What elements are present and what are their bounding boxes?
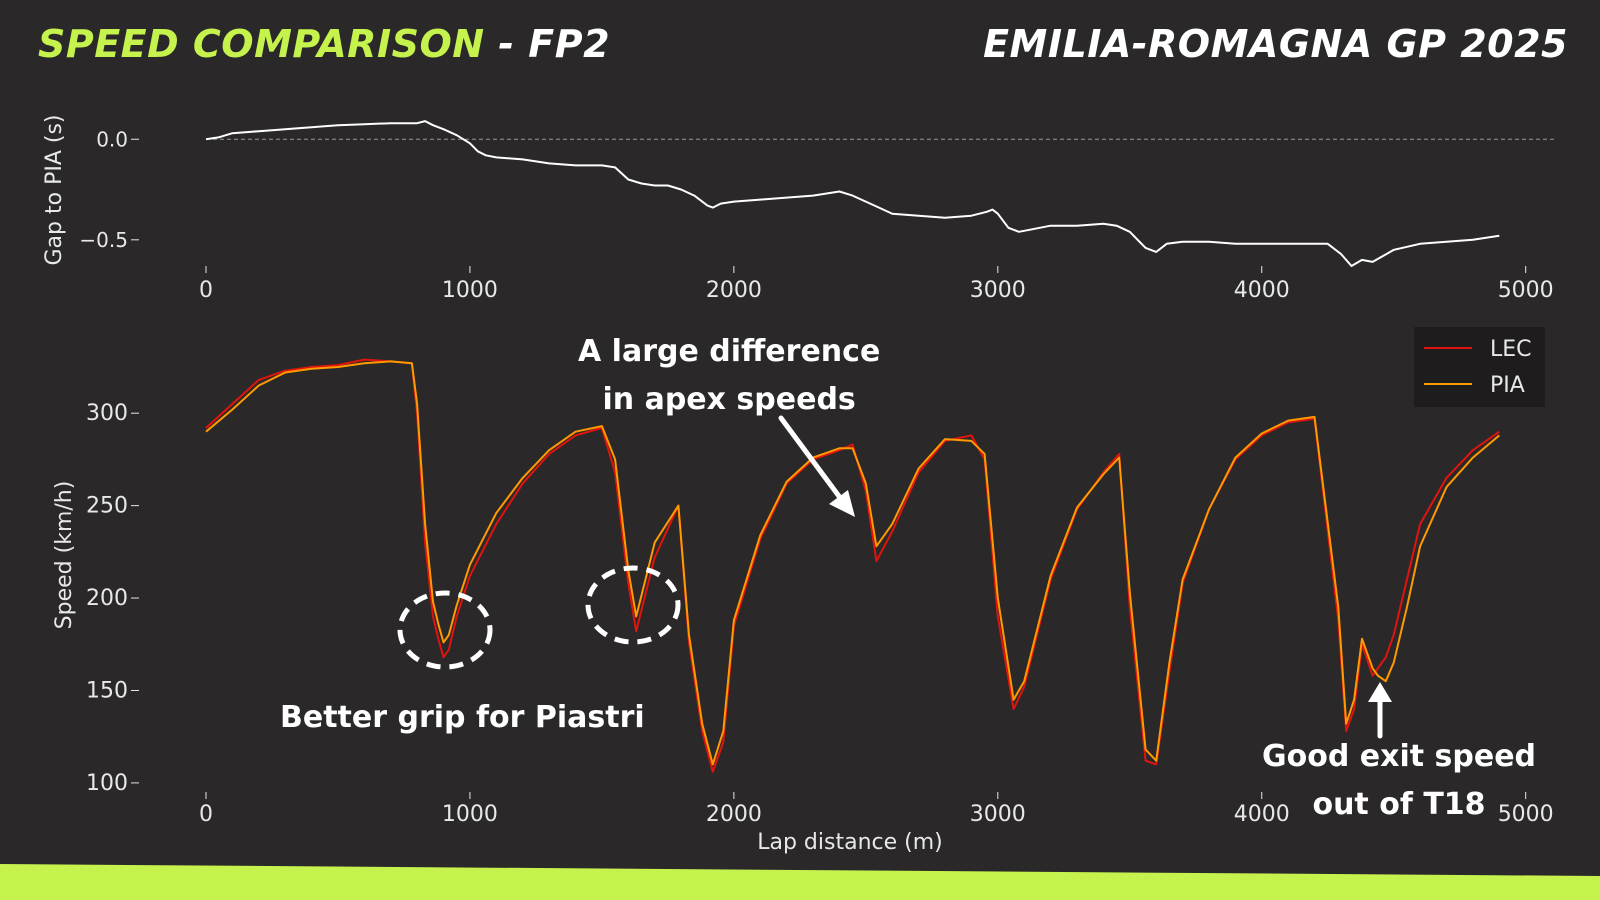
apex-arrow-shaft xyxy=(778,415,847,506)
legend-box xyxy=(1414,327,1545,407)
chart-title: SPEED COMPARISON - FP2 xyxy=(38,22,610,66)
speed-xtick-label: 5000 xyxy=(1498,802,1554,827)
gap-xtick-label: 1000 xyxy=(442,278,498,303)
speed-ytick-label: 150 xyxy=(86,678,128,703)
series-line-pia xyxy=(205,360,1500,766)
gap-xtick-label: 3000 xyxy=(970,278,1026,303)
dashed-circle-2 xyxy=(585,565,681,645)
speed-xtick-label: 4000 xyxy=(1234,802,1290,827)
speed-ytick-label: 100 xyxy=(86,771,128,796)
annotation-exit-line1: Good exit speed xyxy=(1262,739,1537,774)
speed-xlabel: Lap distance (m) xyxy=(757,830,943,855)
event-title: EMILIA-ROMAGNA GP 2025 xyxy=(983,22,1568,66)
speed-xtick-label: 2000 xyxy=(706,802,762,827)
speed-ytick-label: 200 xyxy=(86,586,128,611)
speed-ytick-label: 250 xyxy=(86,494,128,519)
gap-plot: 0.0 −0.5 0 1000 2000 3000 4000 5000 Gap to PIA (… xyxy=(42,115,1556,303)
title-accent: SPEED COMPARISON xyxy=(38,22,485,66)
gap-ytick-label: −0.5 xyxy=(79,228,128,252)
speed-xtick-label: 0 xyxy=(199,802,213,827)
speed-xtick-label: 1000 xyxy=(442,802,498,827)
title-session: - FP2 xyxy=(484,22,611,66)
gap-xtick-label: 4000 xyxy=(1234,278,1290,303)
gap-xtick-label: 5000 xyxy=(1498,278,1554,303)
accent-strip xyxy=(0,864,1600,900)
annotation-grip: Better grip for Piastri xyxy=(280,694,645,742)
legend-label-pia: PIA xyxy=(1490,373,1525,398)
annotation-exit-line2: out of T18 xyxy=(1312,787,1486,822)
gap-xtick-label: 0 xyxy=(199,278,213,303)
annotation-grip-text: Better grip for Piastri xyxy=(280,700,645,735)
apex-arrow-head xyxy=(829,490,855,517)
gap-xtick-label: 2000 xyxy=(706,278,762,303)
speed-ylabel: Speed (km/h) xyxy=(52,481,77,630)
annotation-apex: A large difference in apex speeds xyxy=(578,328,880,424)
gap-line xyxy=(205,120,1500,267)
dashed-circle-1 xyxy=(397,590,493,670)
legend-label-lec: LEC xyxy=(1490,337,1532,362)
exit-arrow-head xyxy=(1368,682,1392,702)
annotation-apex-line1: A large difference xyxy=(578,334,881,369)
speed-ytick-label: 300 xyxy=(86,401,128,426)
annotation-apex-line2: in apex speeds xyxy=(602,382,856,417)
gap-ylabel: Gap to PIA (s) xyxy=(42,115,67,266)
speed-xtick-label: 3000 xyxy=(970,802,1026,827)
annotation-exit: Good exit speed out of T18 xyxy=(1262,733,1536,829)
gap-ytick-label: 0.0 xyxy=(96,127,128,151)
annotation-marks xyxy=(397,415,1392,739)
chart-legend: LEC PIA xyxy=(1414,327,1545,407)
